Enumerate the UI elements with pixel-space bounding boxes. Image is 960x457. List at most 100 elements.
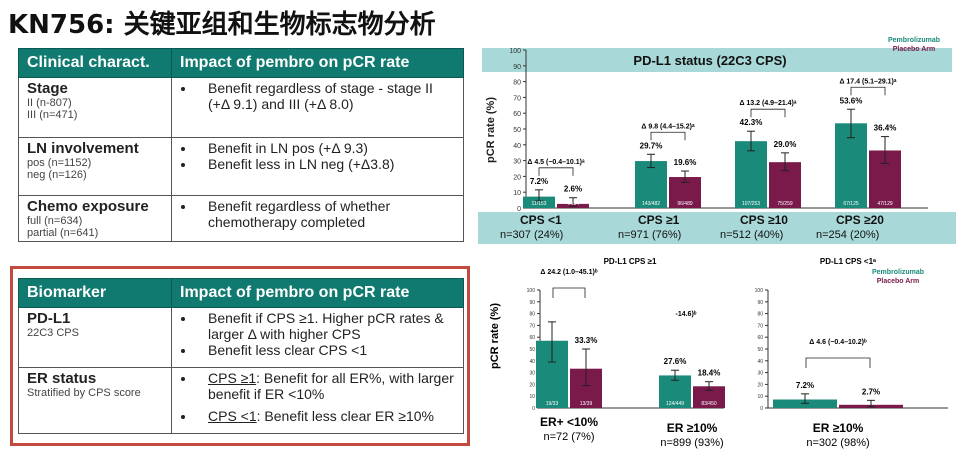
data-label: 53.6% bbox=[840, 96, 863, 105]
y-tick-label: 100 bbox=[509, 48, 521, 55]
legend-pembro: Pembrolizumab bbox=[888, 37, 940, 44]
bullet: CPS <1: Benefit less clear ER ≥10% bbox=[196, 408, 455, 424]
delta-bracket bbox=[650, 131, 686, 141]
delta-bracket bbox=[805, 357, 871, 368]
y-tick-label: 50 bbox=[757, 347, 763, 353]
bullet: Benefit less clear CPS <1 bbox=[196, 342, 455, 358]
subgroup-n: n=307 (24%) bbox=[500, 229, 563, 241]
delta-label: Δ 13.2 (4.9–21.4)ᵃ bbox=[739, 100, 796, 107]
bar-n-label: 47/129 bbox=[877, 201, 893, 207]
chart-title: PD-L1 CPS ≥1 bbox=[604, 257, 657, 266]
y-tick-label: 80 bbox=[513, 80, 521, 87]
subgroup-label: CPS <1 bbox=[520, 213, 562, 227]
legend-placebo: Placebo Arm bbox=[877, 278, 920, 285]
bar-n-label: 13/39 bbox=[580, 401, 593, 407]
chart-title: PD-L1 CPS <1ᵃ bbox=[820, 257, 876, 266]
row-sub: III (n=471) bbox=[27, 109, 78, 121]
y-tick-label: 10 bbox=[757, 394, 763, 400]
row-label: ER status bbox=[27, 370, 97, 387]
bar-n-label: 96/489 bbox=[677, 201, 693, 207]
bullet: Benefit if CPS ≥1. Higher pCR rates & la… bbox=[196, 310, 455, 342]
legend-placebo: Placebo Arm bbox=[893, 46, 936, 53]
bar-n-label: 124/449 bbox=[666, 401, 684, 407]
y-tick-label: 60 bbox=[513, 111, 521, 118]
row-sub: full (n=634) bbox=[27, 215, 83, 227]
bar-n-label: 19/33 bbox=[546, 401, 559, 407]
y-tick-label: 50 bbox=[529, 347, 535, 353]
row-sub: II (n-807) bbox=[27, 97, 72, 109]
data-label: 7.2% bbox=[530, 177, 548, 186]
bullet: Benefit regardless of stage - stage II (… bbox=[196, 80, 455, 112]
col-header-impact: Impact of pembro on pCR rate bbox=[171, 48, 464, 78]
bar-pembro bbox=[659, 375, 691, 408]
row-sub: neg (n=126) bbox=[27, 169, 87, 181]
y-tick-label: 30 bbox=[513, 159, 521, 166]
delta-label: Δ 24.2 (1.0–45.1)ᵇ bbox=[540, 269, 597, 276]
data-label: 29.0% bbox=[774, 140, 797, 149]
subgroup-label: CPS ≥10 bbox=[740, 213, 788, 227]
row-pdl1: PD-L1 22C3 CPS bbox=[18, 307, 172, 368]
bar-n-label: 75/259 bbox=[777, 201, 793, 207]
row-stage: Stage II (n-807) III (n=471) bbox=[18, 77, 172, 138]
row-sub: Stratified by CPS score bbox=[27, 387, 141, 399]
bullet: Benefit in LN pos (+Δ 9.3) bbox=[196, 140, 455, 156]
subgroup-label: ER ≥10% bbox=[813, 421, 864, 435]
subgroup-n: n=971 (76%) bbox=[618, 229, 681, 241]
data-label: 18.4% bbox=[698, 369, 721, 378]
biomarker-table: Biomarker Impact of pembro on pCR rate P… bbox=[18, 278, 464, 434]
y-tick-label: 40 bbox=[513, 143, 521, 150]
subgroup-label: CPS ≥20 bbox=[836, 213, 884, 227]
col-header-impact: Impact of pembro on pCR rate bbox=[171, 278, 464, 308]
row-label: PD-L1 bbox=[27, 310, 71, 327]
data-label: 7.2% bbox=[796, 381, 814, 390]
y-tick-label: 10 bbox=[529, 394, 535, 400]
bar-n-label: 143/482 bbox=[642, 201, 660, 207]
bar-n-label: 4/154 bbox=[567, 201, 580, 207]
row-sub: partial (n=641) bbox=[27, 227, 99, 239]
y-tick-label: 20 bbox=[529, 382, 535, 388]
row-ln: LN involvement pos (n=1152) neg (n=126) bbox=[18, 137, 172, 196]
subgroup-band bbox=[478, 212, 956, 244]
bar-placebo bbox=[693, 386, 725, 408]
row-label: Chemo exposure bbox=[27, 198, 149, 215]
y-tick-label: 20 bbox=[513, 174, 521, 181]
y-tick-label: 0 bbox=[532, 406, 535, 412]
y-tick-label: 0 bbox=[760, 406, 763, 412]
col-header-biomarker: Biomarker bbox=[18, 278, 172, 308]
pdl1-chart-panel: PD-L1 status (22C3 CPS) Pembrolizumab Plac… bbox=[478, 30, 956, 250]
y-tick-label: 100 bbox=[527, 288, 536, 294]
y-tick-label: 40 bbox=[757, 359, 763, 365]
chart-title: PD-L1 status (22C3 CPS) bbox=[633, 53, 786, 68]
page-title: KN756: 关键亚组和生物标志物分析 bbox=[8, 10, 436, 40]
row-sub: pos (n=1152) bbox=[27, 157, 92, 169]
y-tick-label: 30 bbox=[757, 371, 763, 377]
delta-label: Δ 9.8 (4.4–15.2)ᵃ bbox=[641, 123, 695, 130]
bullet: CPS ≥1: Benefit for all ER%, with larger… bbox=[196, 370, 455, 402]
subgroup-label: ER ≥10% bbox=[667, 421, 718, 435]
pdl1-status-chart: PD-L1 status (22C3 CPS) Pembrolizumab Plac… bbox=[478, 34, 956, 244]
subgroup-n: n=72 (7%) bbox=[543, 431, 594, 443]
y-tick-label: 80 bbox=[529, 312, 535, 318]
delta-label: Δ 17.4 (5.1–29.1)ᵃ bbox=[839, 78, 896, 85]
clinical-table: Clinical charact. Impact of pembro on pC… bbox=[18, 48, 464, 242]
y-tick-label: 90 bbox=[529, 300, 535, 306]
legend-pembro: Pembrolizumab bbox=[872, 269, 924, 276]
bullet: Benefit regardless of whether chemothera… bbox=[196, 198, 455, 230]
y-tick-label: 0 bbox=[517, 206, 521, 213]
y-tick-label: 70 bbox=[529, 323, 535, 329]
data-label: 19.6% bbox=[674, 158, 697, 167]
er-chart-panel: PD-L1 CPS ≥1 PD-L1 CPS <1ᵃ Pembrolizumab Pl… bbox=[478, 256, 956, 452]
row-er: ER status Stratified by CPS score bbox=[18, 367, 172, 434]
col-header-clinical: Clinical charact. bbox=[18, 48, 172, 78]
bar-n-label: 67/125 bbox=[843, 201, 859, 207]
bar-n-label: 11/153 bbox=[532, 201, 547, 207]
delta-label: Δ 4.5 (−0.4–10.1)ᵃ bbox=[527, 159, 585, 166]
y-tick-label: 60 bbox=[529, 335, 535, 341]
data-label: 33.3% bbox=[575, 336, 598, 345]
bullet: Benefit less in LN neg (+Δ3.8) bbox=[196, 156, 455, 172]
row-label: LN involvement bbox=[27, 140, 139, 157]
subgroup-label: CPS ≥1 bbox=[638, 213, 680, 227]
bar-n-label: 107/253 bbox=[742, 201, 760, 207]
delta-bracket bbox=[552, 287, 586, 298]
y-tick-label: 80 bbox=[757, 312, 763, 318]
